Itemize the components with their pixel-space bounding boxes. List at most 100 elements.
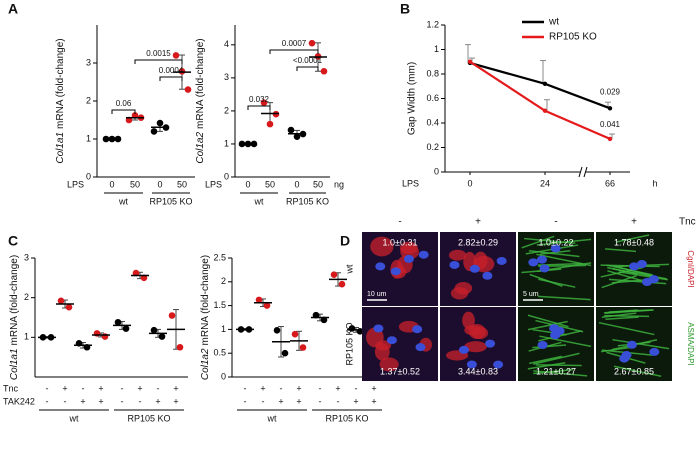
micrograph-texture — [386, 336, 397, 345]
micrograph-texture — [449, 260, 460, 269]
y-tick-label: 1 — [24, 332, 29, 342]
legend-label: RP105 KO — [549, 32, 597, 43]
significance-bracket — [296, 66, 319, 71]
y-tick-label: 2 — [224, 105, 229, 115]
y-tick-label: 1 — [224, 138, 229, 148]
x-tick-label: 50 — [177, 179, 187, 189]
x-tick-label: - — [244, 383, 247, 393]
micrograph-texture — [418, 250, 429, 259]
x-tick-label: + — [62, 383, 67, 393]
data-point — [168, 312, 176, 319]
y-label-text: mRNA (fold-change) — [55, 38, 66, 129]
x-tick-label: - — [262, 396, 265, 406]
row-label: wt — [344, 264, 354, 274]
axis-break — [580, 167, 586, 177]
x-unit: h — [652, 178, 657, 188]
micrograph-texture — [412, 325, 423, 334]
significance-bracket — [247, 105, 271, 110]
data-point — [65, 303, 73, 311]
micrograph-texture — [469, 264, 480, 273]
micrograph-texture — [403, 254, 414, 263]
x-tick-label: 0 — [245, 179, 250, 189]
x-tick-label: 66 — [605, 178, 615, 188]
micrograph-texture — [415, 343, 426, 352]
stain-label: ASMA/DAPI — [686, 322, 695, 366]
micrograph-texture — [616, 234, 650, 243]
scale-bar-label: 5 um — [523, 291, 539, 298]
x-tick-label: - — [319, 383, 322, 393]
panel-label: B — [400, 1, 410, 17]
micrograph-texture — [374, 343, 390, 361]
micrograph-texture — [606, 264, 653, 276]
x-row-name: LPS — [205, 179, 222, 189]
p-value: 0.0007 — [282, 39, 307, 48]
micrograph-texture — [538, 295, 591, 301]
micrograph-texture — [618, 271, 668, 281]
y-tick-label: 2 — [24, 292, 29, 302]
y-tick-label: 0.4 — [426, 117, 439, 127]
data-point — [172, 52, 180, 59]
x-tick-label: - — [244, 396, 247, 406]
micrograph-texture — [533, 352, 580, 365]
y-tick-label: 0 — [86, 171, 91, 181]
x-unit: ng — [334, 179, 344, 189]
row-label: RP105 KO — [344, 322, 354, 365]
panel-label: A — [8, 1, 18, 17]
y-axis-label: Col1a2 mRNA (fold-change) — [195, 38, 206, 163]
x-row-name: LPS — [67, 179, 84, 189]
measurement-value: 1.78±0.48 — [614, 237, 654, 247]
x-tick-label: 0 — [109, 179, 114, 189]
x-tick-label: 0 — [467, 178, 472, 188]
micrograph-texture — [535, 319, 584, 333]
cluster-label: wt — [254, 196, 264, 206]
micrograph-texture — [527, 314, 569, 328]
data-point — [291, 330, 299, 338]
x-tick-label: - — [157, 383, 160, 393]
micrograph-texture — [528, 258, 539, 267]
data-point — [308, 39, 316, 47]
y-axis-label: Gap Width (mm) — [407, 62, 418, 135]
micrograph-texture — [493, 360, 504, 369]
y-tick-label: 0.6 — [426, 93, 439, 103]
cluster-label: wt — [69, 413, 79, 423]
micrograph-texture — [629, 262, 640, 271]
data-marker — [542, 108, 548, 113]
y-tick-label: 0 — [221, 371, 226, 381]
micrograph-texture — [458, 345, 469, 354]
data-point — [178, 68, 186, 75]
significance-bracket — [269, 49, 319, 54]
micrograph-texture — [528, 250, 580, 258]
micrograph-texture — [482, 271, 493, 280]
data-point — [57, 297, 65, 305]
y-tick-label: 0 — [434, 166, 439, 176]
y-tick-label: 3 — [224, 72, 229, 82]
micrograph-texture — [601, 312, 637, 318]
axis-break-mark — [578, 166, 583, 178]
y-tick-label: 0.2 — [426, 142, 439, 152]
cluster-label: RP105 KO — [325, 413, 368, 423]
micrograph-texture — [649, 347, 660, 356]
x-tick-label: 50 — [130, 179, 140, 189]
y-tick-label: 2.5 — [213, 252, 226, 262]
micrograph-texture — [608, 278, 667, 285]
data-point — [338, 280, 346, 288]
significance-bracket — [111, 109, 136, 114]
data-marker — [542, 81, 548, 87]
gene-name: Col1a1 — [55, 132, 66, 164]
axis-break-mark — [583, 166, 588, 178]
y-axis-label: Col1a2 mRNA (fold-change) — [200, 255, 211, 380]
micrograph-texture — [538, 278, 576, 288]
x-tick-label: - — [82, 383, 85, 393]
micrograph-texture — [537, 341, 548, 350]
data-point — [263, 302, 271, 309]
y-tick-label: 3 — [86, 57, 91, 67]
micrograph-texture — [648, 275, 659, 284]
x-tick-label: + — [155, 396, 160, 406]
y-label-text: mRNA (fold-change) — [200, 255, 211, 346]
x-tick-label: + — [260, 383, 265, 393]
x-tick-label: - — [337, 396, 340, 406]
data-marker — [467, 59, 473, 64]
data-point — [176, 343, 184, 351]
